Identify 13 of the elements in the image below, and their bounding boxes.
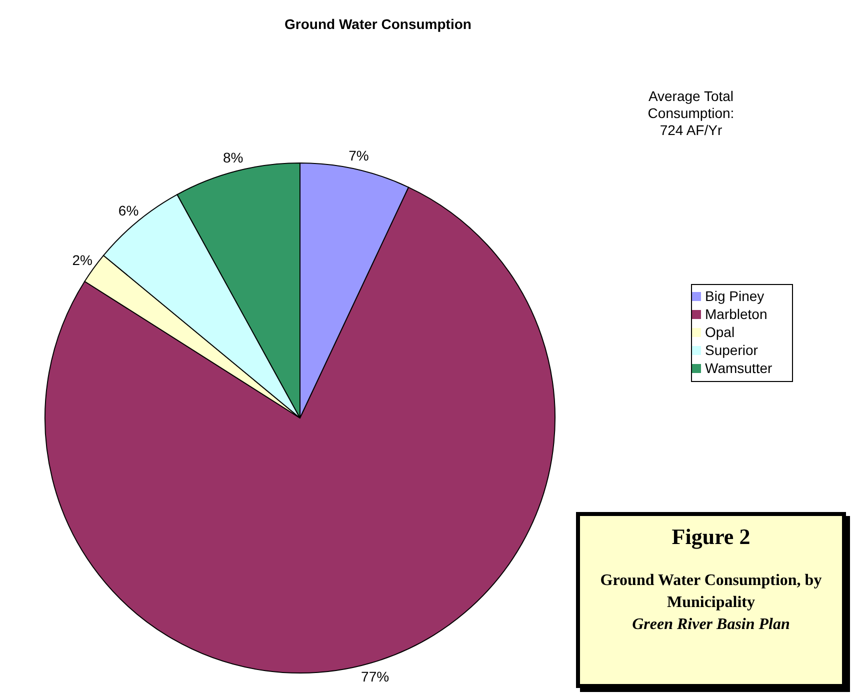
data-label: 8%	[222, 149, 244, 166]
caption: Figure 2	[670, 524, 752, 550]
data-label: 6%	[118, 202, 139, 219]
legend-label: Opal	[705, 324, 735, 340]
legend-label: Wamsutter	[705, 360, 772, 376]
legend-label: Big Piney	[705, 288, 764, 304]
text: Average Total Consumption: 724 AF/Yr	[646, 88, 736, 139]
legend-label: Marbleton	[705, 306, 768, 322]
data-label: 7%	[348, 147, 369, 164]
legend-label: Superior	[705, 342, 758, 358]
data-label: 77%	[361, 668, 390, 684]
data-label: 2%	[72, 252, 92, 268]
chart-title: Ground Water Consumption	[284, 16, 472, 32]
